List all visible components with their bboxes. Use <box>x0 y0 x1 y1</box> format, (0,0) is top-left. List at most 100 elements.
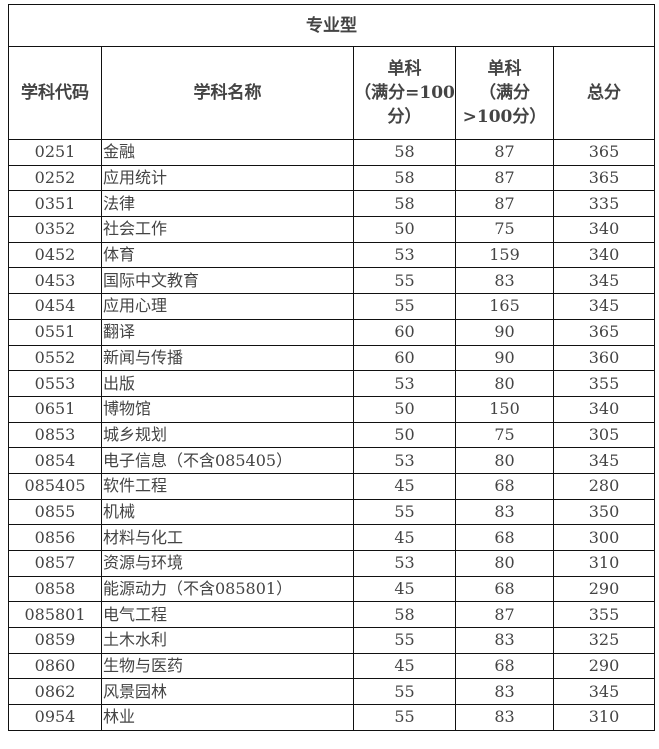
cell-single-over-100: 83 <box>455 704 554 731</box>
cell-total: 290 <box>552 652 656 680</box>
header-single-over-100: 单科 （满分 >100分） <box>455 46 554 140</box>
cell-single-over-100: 87 <box>455 139 554 166</box>
table-row: 0551 翻译 60 90 365 <box>8 318 656 346</box>
table-row: 085801 电气工程 58 87 355 <box>8 601 656 629</box>
score-table: 专业型 学科代码 学科名称 单科 （满分=100 分） 单科 （满分 >100分） 总分… <box>7 4 656 731</box>
cell-name: 土木水利 <box>101 627 354 654</box>
cell-single-100: 50 <box>353 395 456 423</box>
cell-single-100: 55 <box>353 293 456 320</box>
cell-name: 生物与医药 <box>101 652 354 680</box>
cell-total: 365 <box>552 164 656 192</box>
cell-total: 280 <box>552 472 656 500</box>
cell-total: 325 <box>552 627 656 654</box>
cell-name: 电气工程 <box>101 601 354 629</box>
cell-single-over-100: 75 <box>455 421 554 449</box>
cell-single-100: 45 <box>353 575 456 603</box>
cell-code: 0855 <box>8 498 102 526</box>
cell-single-over-100: 68 <box>455 575 554 603</box>
cell-single-100: 55 <box>353 498 456 526</box>
cell-code: 0854 <box>8 447 102 474</box>
cell-code: 0352 <box>8 216 102 243</box>
cell-single-100: 55 <box>353 678 456 706</box>
cell-total: 340 <box>552 216 656 243</box>
table-row: 0857 资源与环境 53 80 310 <box>8 550 656 577</box>
cell-total: 360 <box>552 344 656 372</box>
cell-name: 博物馆 <box>101 395 354 423</box>
cell-single-100: 55 <box>353 627 456 654</box>
header-line: 分） <box>387 107 422 127</box>
cell-code: 0553 <box>8 370 102 397</box>
cell-code: 0453 <box>8 267 102 295</box>
cell-single-100: 53 <box>353 241 456 269</box>
cell-single-over-100: 80 <box>455 447 554 474</box>
title-row: 专业型 <box>7 4 656 47</box>
header-line: （满分 <box>479 83 530 103</box>
cell-single-over-100: 68 <box>455 524 554 551</box>
cell-single-100: 60 <box>353 344 456 372</box>
cell-single-100: 58 <box>353 139 456 166</box>
header-name: 学科名称 <box>101 46 354 140</box>
cell-single-100: 50 <box>353 421 456 449</box>
cell-single-100: 55 <box>353 704 456 731</box>
cell-total: 365 <box>552 139 656 166</box>
cell-total: 365 <box>552 318 656 346</box>
cell-total: 350 <box>552 498 656 526</box>
table-row: 0453 国际中文教育 55 83 345 <box>8 267 656 295</box>
cell-code: 085801 <box>8 601 102 629</box>
table-row: 0856 材料与化工 45 68 300 <box>8 524 656 551</box>
table-row: 0854 电子信息（不含085405） 53 80 345 <box>8 447 656 474</box>
cell-single-over-100: 68 <box>455 652 554 680</box>
cell-single-over-100: 87 <box>455 190 554 218</box>
cell-single-over-100: 83 <box>455 267 554 295</box>
cell-total: 345 <box>552 267 656 295</box>
table-row: 0853 城乡规划 50 75 305 <box>8 421 656 449</box>
cell-code: 0552 <box>8 344 102 372</box>
table-row: 085405 软件工程 45 68 280 <box>8 472 656 500</box>
cell-name: 翻译 <box>101 318 354 346</box>
cell-total: 310 <box>552 550 656 577</box>
cell-name: 资源与环境 <box>101 550 354 577</box>
cell-total: 340 <box>552 395 656 423</box>
table-row: 0954 林业 55 83 310 <box>8 704 656 731</box>
cell-name: 应用心理 <box>101 293 354 320</box>
cell-single-100: 58 <box>353 601 456 629</box>
cell-single-100: 45 <box>353 652 456 680</box>
cell-single-100: 53 <box>353 447 456 474</box>
cell-single-over-100: 75 <box>455 216 554 243</box>
cell-name: 法律 <box>101 190 354 218</box>
cell-single-100: 53 <box>353 550 456 577</box>
cell-code: 085405 <box>8 472 102 500</box>
cell-name: 机械 <box>101 498 354 526</box>
cell-code: 0862 <box>8 678 102 706</box>
table-row: 0452 体育 53 159 340 <box>8 241 656 269</box>
cell-name: 新闻与传播 <box>101 344 354 372</box>
cell-single-over-100: 150 <box>455 395 554 423</box>
cell-total: 345 <box>552 293 656 320</box>
cell-name: 金融 <box>101 139 354 166</box>
cell-single-100: 53 <box>353 370 456 397</box>
cell-single-over-100: 87 <box>455 164 554 192</box>
cell-single-over-100: 83 <box>455 498 554 526</box>
cell-total: 305 <box>552 421 656 449</box>
cell-code: 0858 <box>8 575 102 603</box>
cell-name: 体育 <box>101 241 354 269</box>
header-total: 总分 <box>552 46 656 140</box>
cell-name: 城乡规划 <box>101 421 354 449</box>
cell-code: 0351 <box>8 190 102 218</box>
cell-name: 国际中文教育 <box>101 267 354 295</box>
cell-single-over-100: 87 <box>455 601 554 629</box>
cell-code: 0651 <box>8 395 102 423</box>
cell-single-over-100: 90 <box>455 318 554 346</box>
cell-name: 软件工程 <box>101 472 354 500</box>
cell-code: 0853 <box>8 421 102 449</box>
table-row: 0553 出版 53 80 355 <box>8 370 656 397</box>
header-single-100: 单科 （满分=100 分） <box>353 46 456 140</box>
cell-single-100: 58 <box>353 164 456 192</box>
cell-code: 0859 <box>8 627 102 654</box>
cell-code: 0252 <box>8 164 102 192</box>
cell-code: 0454 <box>8 293 102 320</box>
cell-single-100: 45 <box>353 472 456 500</box>
table-row: 0252 应用统计 58 87 365 <box>8 164 656 192</box>
cell-name: 社会工作 <box>101 216 354 243</box>
cell-single-100: 60 <box>353 318 456 346</box>
